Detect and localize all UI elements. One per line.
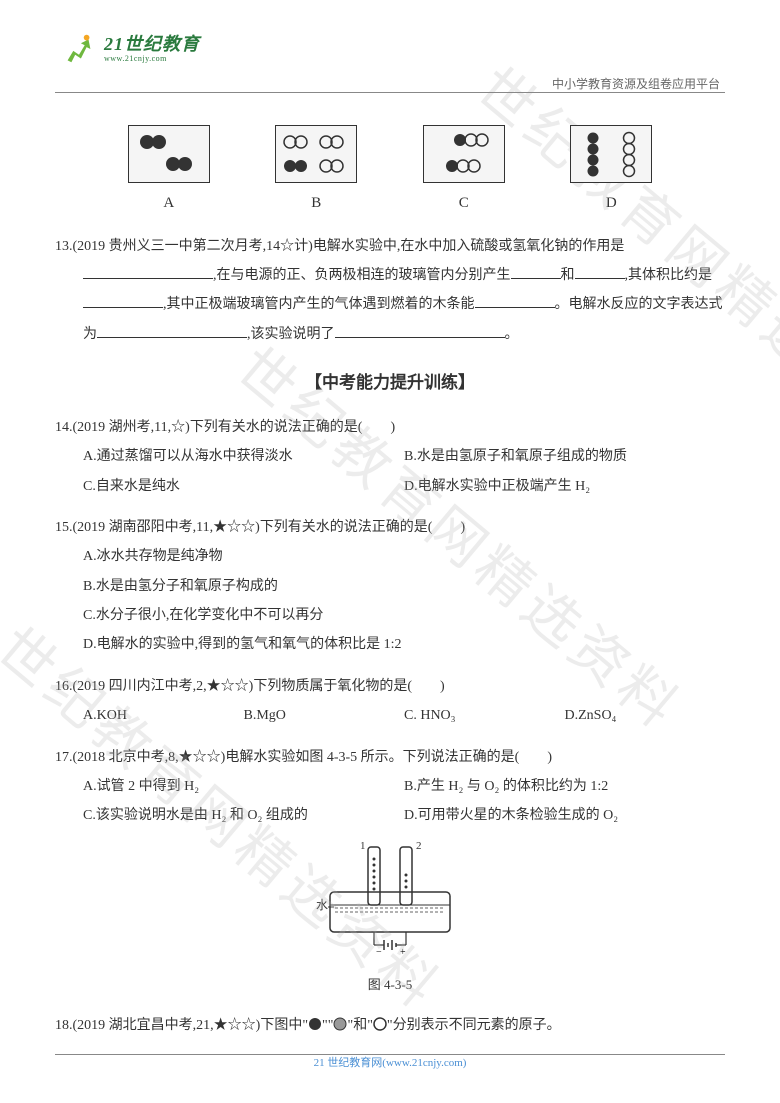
q13-p1: 电解水实验中,在水中加入硫酸或氢氧化钠的作用是 <box>313 239 625 254</box>
q13-source: (2019 贵州义三一中第二次月考,14☆计) <box>73 239 313 254</box>
q13-p4: ,其体积比约是 <box>625 268 713 283</box>
open-circle-icon <box>373 1017 387 1031</box>
q15-opt-d: D.电解水的实验中,得到的氢气和氧气的体积比是 1:2 <box>83 630 725 659</box>
q17-opt-a: A.试管 2 中得到 H₂ <box>83 772 404 801</box>
diagram-label-a: A <box>163 188 174 220</box>
diagram-c: C <box>423 125 505 220</box>
logo-sub-text: www.21cnjy.com <box>104 55 200 64</box>
q13-p7: ,该实验说明了 <box>247 327 335 342</box>
blank <box>97 321 247 338</box>
q17-options: A.试管 2 中得到 H₂ B.产生 H₂ 与 O₂ 的体积比约为 1:2 C.… <box>55 772 725 831</box>
diagram-b: B <box>275 125 357 220</box>
q13-p2: ,在与电源的正、负两极相连的玻璃管内分别产生 <box>213 268 511 283</box>
q17-stem: 电解水实验如图 4-3-5 所示。下列说法正确的是( ) <box>225 750 552 765</box>
runner-icon <box>60 30 98 68</box>
hatched-circle-icon <box>333 1017 347 1031</box>
footer-text: 21 世纪教育网(www.21cnjy.com) <box>0 1052 780 1075</box>
q16-source: (2019 四川内江中考,2,★☆☆) <box>73 679 254 694</box>
q14-opt-a: A.通过蒸馏可以从海水中获得淡水 <box>83 442 404 471</box>
q16-opt-b: B.MgO <box>244 701 405 730</box>
figure-4-3-5: 1 2 水 − + 图 4-3-5 <box>55 837 725 999</box>
svg-text:−: − <box>376 947 382 957</box>
molecule-diagram-c <box>424 126 506 184</box>
q15-opt-c: C.水分子很小,在化学变化中不可以再分 <box>83 601 725 630</box>
q14-stem: 下列有关水的说法正确的是( ) <box>190 420 395 435</box>
question-16: 16.(2019 四川内江中考,2,★☆☆)下列物质属于氧化物的是( ) <box>55 672 725 701</box>
question-17: 17.(2018 北京中考,8,★☆☆)电解水实验如图 4-3-5 所示。下列说… <box>55 743 725 772</box>
molecule-diagram-d <box>571 126 653 184</box>
q18-p3: "和" <box>347 1018 372 1033</box>
svg-text:2: 2 <box>416 840 422 852</box>
blank <box>511 262 561 279</box>
q13-p5: ,其中正极端玻璃管内产生的气体遇到燃着的木条能 <box>163 297 475 312</box>
q14-opt-d: D.电解水实验中正极端产生 H₂ <box>404 472 725 501</box>
q17-opt-b: B.产生 H₂ 与 O₂ 的体积比约为 1:2 <box>404 772 725 801</box>
header-logo: 21世纪教育 www.21cnjy.com <box>60 30 200 68</box>
q15-stem: 下列有关水的说法正确的是( ) <box>260 520 465 535</box>
question-18: 18.(2019 湖北宜昌中考,21,★☆☆)下图中" "" "和" "分别表示不同元… <box>55 1011 725 1040</box>
header-divider <box>55 92 725 93</box>
filled-circle-icon <box>308 1017 322 1031</box>
blank <box>83 262 213 279</box>
q18-p2: "" <box>322 1018 333 1033</box>
electrolysis-diagram: 1 2 水 − + <box>310 837 470 957</box>
molecule-diagram-a <box>129 126 211 184</box>
diagram-row: A B C <box>95 125 685 220</box>
blank <box>575 262 625 279</box>
question-15: 15.(2019 湖南邵阳中考,11,★☆☆)下列有关水的说法正确的是( ) <box>55 513 725 542</box>
q14-options: A.通过蒸馏可以从海水中获得淡水 B.水是由氢原子和氧原子组成的物质 C.自来水… <box>55 442 725 501</box>
logo-main-text: 21世纪教育 <box>104 35 200 55</box>
section-title: 【中考能力提升训练】 <box>55 365 725 401</box>
question-14: 14.(2019 湖州考,11,☆)下列有关水的说法正确的是( ) <box>55 413 725 442</box>
diagram-a: A <box>128 125 210 220</box>
q14-opt-b: B.水是由氢原子和氧原子组成的物质 <box>404 442 725 471</box>
page-content: A B C <box>55 125 725 1040</box>
q16-num: 16. <box>55 679 73 694</box>
q18-p1: 下图中" <box>260 1018 308 1033</box>
diagram-label-b: B <box>311 188 321 220</box>
figure-caption: 图 4-3-5 <box>55 971 725 998</box>
q17-opt-c: C.该实验说明水是由 H₂ 和 O₂ 组成的 <box>83 801 404 830</box>
q18-p4: "分别表示不同元素的原子。 <box>387 1018 561 1033</box>
q13-num: 13. <box>55 239 73 254</box>
svg-text:+: + <box>400 947 406 957</box>
q16-stem: 下列物质属于氧化物的是( ) <box>253 679 444 694</box>
q16-opt-d: D.ZnSO₄ <box>565 701 726 730</box>
q17-opt-d: D.可用带火星的木条检验生成的 O₂ <box>404 801 725 830</box>
q13-p8: 。 <box>505 327 519 342</box>
q14-opt-c: C.自来水是纯水 <box>83 472 404 501</box>
q14-source: (2019 湖州考,11,☆) <box>73 420 190 435</box>
q13-p3: 和 <box>561 268 575 283</box>
q15-num: 15. <box>55 520 73 535</box>
header-right-text: 中小学教育资源及组卷应用平台 <box>552 72 720 97</box>
q15-source: (2019 湖南邵阳中考,11,★☆☆) <box>73 520 260 535</box>
diagram-d: D <box>570 125 652 220</box>
svg-text:1: 1 <box>360 840 366 852</box>
q18-source: (2019 湖北宜昌中考,21,★☆☆) <box>73 1018 261 1033</box>
diagram-label-c: C <box>459 188 469 220</box>
molecule-diagram-b <box>276 126 358 184</box>
q15-options: A.冰水共存物是纯净物 B.水是由氢分子和氧原子构成的 C.水分子很小,在化学变… <box>55 542 725 660</box>
question-13: 13.(2019 贵州义三一中第二次月考,14☆计)电解水实验中,在水中加入硫酸… <box>55 232 725 350</box>
q16-options: A.KOH B.MgO C. HNO₃ D.ZnSO₄ <box>55 701 725 730</box>
q17-num: 17. <box>55 750 73 765</box>
q16-opt-c: C. HNO₃ <box>404 701 565 730</box>
q15-opt-a: A.冰水共存物是纯净物 <box>83 542 725 571</box>
diagram-label-d: D <box>606 188 617 220</box>
q15-opt-b: B.水是由氢分子和氧原子构成的 <box>83 572 725 601</box>
q18-num: 18. <box>55 1018 73 1033</box>
q17-source: (2018 北京中考,8,★☆☆) <box>73 750 226 765</box>
blank <box>83 291 163 308</box>
water-label: 水 <box>316 898 328 912</box>
q14-num: 14. <box>55 420 73 435</box>
blank <box>475 291 555 308</box>
q16-opt-a: A.KOH <box>83 701 244 730</box>
blank <box>335 321 505 338</box>
